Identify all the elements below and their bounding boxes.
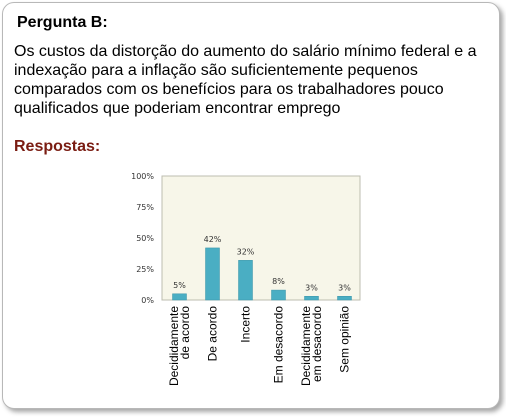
bar (337, 296, 352, 301)
bar (304, 296, 319, 301)
data-label: 3% (305, 283, 318, 292)
plot-area (161, 175, 361, 301)
y-tick-label: 25% (136, 265, 154, 274)
x-tick-label: Incerto (239, 306, 253, 343)
y-tick-label: 0% (141, 296, 154, 305)
question-text: Os custos da distorção do aumento do sal… (14, 43, 477, 117)
x-tick-label: Em desacordo (272, 306, 286, 384)
x-tick-label: em desacordo (310, 306, 324, 382)
data-label: 32% (237, 247, 255, 256)
y-tick-label: 75% (136, 203, 154, 212)
answers-title: Respostas: (14, 138, 101, 155)
x-tick-label: Decididamente (299, 306, 313, 386)
y-tick-label: 50% (136, 234, 154, 243)
bar (238, 260, 253, 301)
x-tick-label: Sem opinião (338, 306, 352, 373)
data-label: 5% (173, 281, 186, 290)
x-tick-label: De acordo (206, 306, 220, 362)
question-title: Pergunta B: (17, 14, 108, 31)
data-label: 42% (204, 235, 222, 244)
y-tick-label: 100% (131, 172, 154, 181)
bar (271, 289, 286, 301)
data-label: 3% (338, 283, 351, 292)
x-tick-label: de acordo (178, 306, 192, 360)
x-tick-label: Decididamente (167, 306, 181, 386)
bar (205, 247, 220, 301)
bar (172, 293, 187, 301)
data-label: 8% (272, 277, 285, 286)
